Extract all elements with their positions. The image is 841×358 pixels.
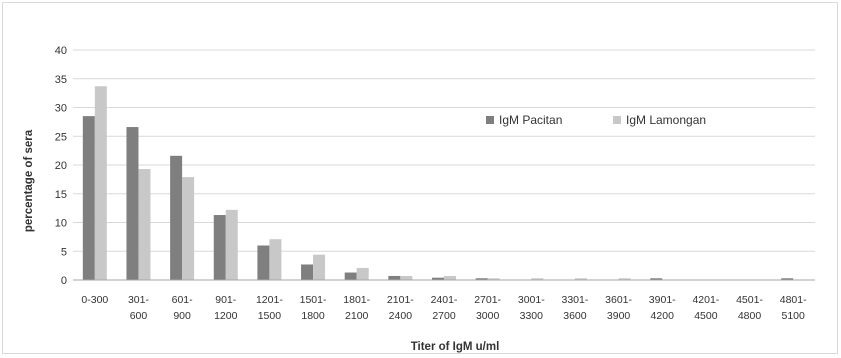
x-category-label-line: 1800 [301,310,325,322]
legend-label: IgM Lamongan [626,113,706,127]
bar-lamongan [531,278,544,280]
bar-lamongan [313,254,326,280]
y-axis-title: percentage of sera [23,129,35,232]
y-tick-label: 35 [55,74,67,86]
x-category-label-line: 2700 [432,310,456,322]
x-category-label: 0-300 [81,294,108,306]
y-tick-label: 5 [61,246,67,258]
y-tick-label: 25 [55,131,67,143]
x-axis-category-labels: 0-300 301- 600 601- 900 901- 1200 1201- 1500 1501… [81,294,807,322]
bar-lamongan [182,177,195,280]
bar-pacitan [781,278,794,280]
x-category-label-line: 601- [172,294,194,306]
bar-lamongan [269,239,282,280]
x-category-label: 4801- 5100 [780,294,807,322]
x-category-label-line: 4200 [651,310,675,322]
bar-pacitan [388,275,401,280]
x-category-label: 1801- 2100 [343,294,370,322]
x-category-label: 3301- 3600 [562,294,589,322]
bar-pacitan [257,245,270,280]
gridlines [73,49,815,252]
bar-lamongan [444,275,456,280]
bar-pacitan [344,272,357,280]
bar-chart: 0 5 10 15 20 25 30 35 40 0-300 301- 600 601- 900 901-… [23,45,815,353]
x-category-label-line: 3300 [520,310,544,322]
bar-lamongan [400,275,413,280]
x-category-label-line: 2100 [345,310,369,322]
x-category-label-line: 900 [173,310,191,322]
x-category-label-line: 1501- [300,294,327,306]
x-category-label-line: 3000 [476,310,500,322]
x-category-label: 3901- 4200 [649,294,676,322]
x-category-label-line: 901- [215,294,237,306]
y-tick-label: 0 [61,275,67,287]
x-category-label-line: 2401- [431,294,458,306]
x-category-label: 4501- 4800 [736,294,763,322]
bar-lamongan [94,86,107,280]
x-category-label-line: 2101- [387,294,414,306]
x-category-label-line: 4800 [738,310,762,322]
y-tick-label: 20 [55,160,67,172]
x-category-label-line: 2701- [474,294,501,306]
bar-lamongan [574,278,587,280]
x-category-label: 1201- 1500 [256,294,283,322]
x-category-label: 3001- 3300 [518,294,545,322]
x-category-label-line: 2400 [389,310,413,322]
x-category-label-line: 4501- [736,294,763,306]
legend: IgM Pacitan IgM Lamongan [486,113,706,127]
x-category-label-line: 301- [128,294,150,306]
x-category-label-line: 1500 [258,310,282,322]
legend-label: IgM Pacitan [499,113,562,127]
legend-swatch [486,116,494,124]
bar-lamongan [225,209,238,280]
x-axis-title: Titer of IgM u/ml [411,341,500,353]
legend-swatch [613,116,621,124]
y-axis-ticks: 0 5 10 15 20 25 30 35 40 [55,45,67,287]
chart-frame: 0 5 10 15 20 25 30 35 40 0-300 301- 600 601- 900 901-… [2,2,838,354]
bar-pacitan [650,278,663,280]
bar-pacitan [82,116,95,280]
bar-lamongan [487,278,500,280]
x-category-label-line: 3601- [605,294,632,306]
bar-pacitan [213,215,226,280]
bar-lamongan [618,278,631,280]
x-category-label-line: 3600 [563,310,587,322]
x-category-label-line: 4500 [694,310,718,322]
x-category-label-line: 1200 [214,310,238,322]
x-category-label-line: 4201- [692,294,719,306]
y-tick-label: 40 [55,45,67,57]
bar-pacitan [475,278,488,280]
x-category-label-line: 3900 [607,310,631,322]
bars [82,86,794,280]
y-tick-label: 30 [55,103,67,115]
x-category-label-line: 5100 [781,310,805,322]
x-category-label: 2101- 2400 [387,294,414,322]
x-category-label-line: 4801- [780,294,807,306]
x-category-label: 301- 600 [128,294,150,322]
x-category-label: 4201- 4500 [692,294,719,322]
y-tick-label: 10 [55,218,67,230]
bar-pacitan [126,127,139,280]
bar-pacitan [170,155,183,280]
x-category-label: 901- 1200 [214,294,238,322]
x-category-label: 601- 900 [172,294,194,322]
x-category-label-line: 0-300 [81,294,108,306]
bar-pacitan [432,277,444,280]
y-tick-label: 15 [55,189,67,201]
bar-pacitan [301,264,314,280]
bar-lamongan [138,169,151,280]
x-category-label-line: 3901- [649,294,676,306]
x-category-label: 1501- 1800 [300,294,327,322]
x-category-label-line: 3301- [562,294,589,306]
bar-lamongan [356,267,369,280]
x-category-label: 2401- 2700 [431,294,458,322]
x-category-label-line: 1801- [343,294,370,306]
x-category-label-line: 600 [130,310,148,322]
x-category-label: 3601- 3900 [605,294,632,322]
x-category-label-line: 3001- [518,294,545,306]
x-category-label-line: 1201- [256,294,283,306]
x-category-label: 2701- 3000 [474,294,501,322]
